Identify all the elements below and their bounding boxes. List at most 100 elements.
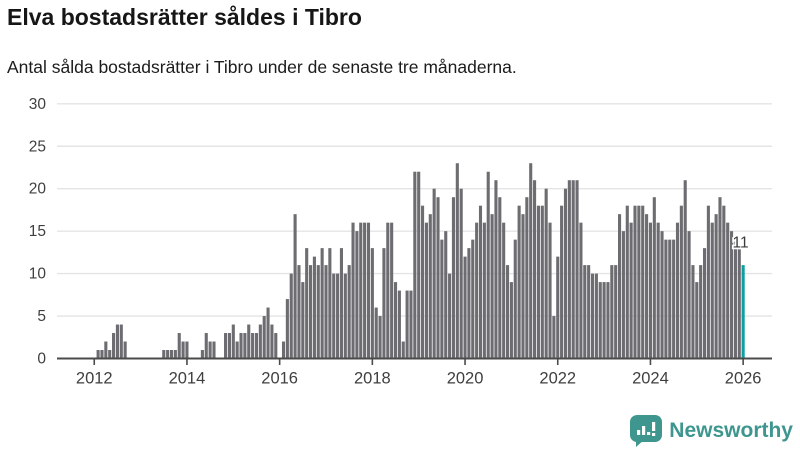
bar	[181, 341, 185, 359]
highlighted-bar	[741, 265, 745, 359]
bar	[544, 188, 548, 359]
bar	[448, 273, 452, 359]
bar	[332, 273, 336, 359]
bar	[258, 324, 262, 359]
bar	[231, 324, 235, 359]
bar	[401, 341, 405, 359]
bar	[699, 265, 703, 359]
bar	[378, 316, 382, 359]
bar	[247, 324, 251, 359]
bar	[575, 180, 579, 359]
bar	[200, 350, 204, 359]
bar	[525, 197, 529, 359]
bar	[533, 180, 537, 359]
bar	[722, 205, 726, 359]
bar	[459, 188, 463, 359]
bar	[177, 333, 181, 359]
bar	[660, 231, 664, 359]
bar	[556, 256, 560, 359]
bar	[355, 231, 359, 359]
bar	[548, 222, 552, 359]
bar	[672, 239, 676, 359]
chart-subtitle: Antal sålda bostadsrätter i Tibro under …	[7, 57, 517, 77]
bar	[374, 307, 378, 359]
bar	[521, 214, 525, 359]
bar	[316, 265, 320, 359]
bar	[112, 333, 116, 359]
bar	[397, 290, 401, 359]
bar	[733, 239, 737, 359]
bar	[594, 273, 598, 359]
bar	[305, 248, 309, 359]
bar	[702, 248, 707, 359]
bar	[560, 205, 564, 359]
y-axis-tick-label: 30	[29, 96, 47, 113]
highlight-value-label: 11	[733, 235, 749, 252]
bar	[208, 341, 212, 359]
bar	[320, 248, 324, 359]
bar	[540, 205, 544, 359]
bar	[363, 222, 367, 359]
bar	[212, 341, 216, 359]
bar	[621, 231, 625, 359]
bar	[652, 197, 656, 359]
bar	[656, 222, 660, 359]
bar	[119, 324, 123, 359]
bar	[366, 222, 371, 359]
bar	[328, 248, 332, 359]
bar	[641, 205, 645, 359]
bar	[297, 265, 301, 359]
bar	[513, 239, 517, 359]
x-axis-tick-label: 2020	[447, 370, 484, 388]
y-axis-tick-label: 20	[29, 181, 47, 198]
bar	[679, 205, 683, 359]
bar	[471, 239, 475, 359]
bar	[737, 248, 741, 359]
bar	[502, 222, 506, 359]
bar	[687, 231, 691, 359]
bar	[424, 222, 428, 359]
bar	[710, 222, 714, 359]
bar	[614, 265, 618, 359]
bar	[115, 324, 119, 359]
bar	[254, 333, 259, 359]
bar	[451, 197, 456, 359]
bar	[675, 222, 680, 359]
bar	[490, 214, 494, 359]
bar	[312, 256, 316, 359]
newsworthy-logo-text: Newsworthy	[669, 419, 793, 442]
bar	[683, 180, 687, 359]
bar	[529, 163, 533, 359]
bar	[571, 180, 575, 359]
bar	[262, 316, 266, 359]
bar	[185, 341, 189, 359]
bar	[610, 265, 614, 359]
bar	[123, 341, 127, 359]
bar	[421, 205, 425, 359]
bar	[270, 324, 274, 359]
bar	[104, 341, 108, 359]
bar	[714, 214, 718, 359]
bar	[339, 248, 343, 359]
bar	[405, 290, 409, 359]
bar	[243, 333, 247, 359]
bar	[664, 239, 668, 359]
bar	[486, 171, 490, 359]
bar	[509, 282, 513, 359]
bar	[498, 197, 502, 359]
bar	[587, 265, 591, 359]
bar	[637, 205, 641, 359]
bar	[347, 265, 351, 359]
bar	[606, 282, 610, 359]
bar	[706, 205, 710, 359]
bar	[602, 282, 606, 359]
bar	[289, 273, 293, 359]
x-axis-tick-label: 2018	[354, 370, 391, 388]
bar	[293, 214, 297, 359]
bar	[386, 222, 390, 359]
bar	[467, 248, 471, 359]
bar	[567, 180, 571, 359]
x-axis-tick-label: 2022	[539, 370, 576, 388]
